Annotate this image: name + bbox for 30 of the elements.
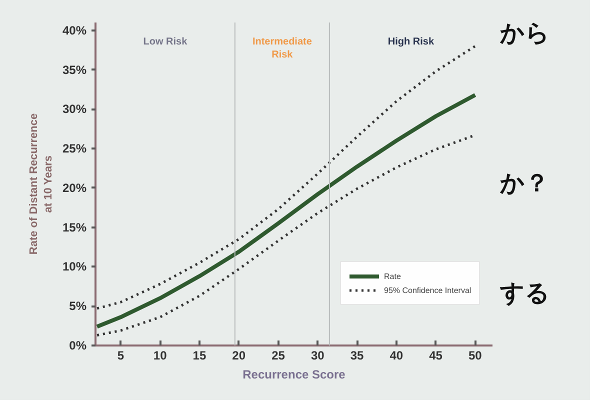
legend-label: Rate	[384, 270, 402, 282]
x-tick-label: 15	[192, 348, 206, 362]
y-tick-label: 10%	[62, 260, 87, 274]
annotation: Intermediate Risk	[252, 36, 312, 61]
annotation: High Risk	[388, 36, 434, 48]
legend-label: 95% Confidence Interval	[384, 284, 472, 296]
y-tick-label: 35%	[62, 62, 87, 77]
line-series	[96, 92, 478, 329]
text: から	[500, 18, 550, 49]
text: する	[500, 278, 550, 309]
x-tick-label: 35	[350, 348, 364, 362]
y-tick-label: 25%	[62, 142, 87, 156]
y-tick-label: 40%	[62, 23, 87, 38]
x-tick-label: 20	[232, 348, 246, 362]
x-tick-label: 45	[429, 348, 443, 362]
y-tick-label: 5%	[69, 299, 87, 314]
x-tick-label: 50	[468, 348, 482, 362]
x-axis-title: Recurrence Score	[242, 368, 346, 382]
x-tick-label: 5	[117, 348, 124, 362]
y-tick-label: 0%	[69, 338, 87, 352]
y-tick-label: 15%	[62, 220, 87, 234]
x-tick-label: 40	[390, 348, 404, 362]
x-tick-label: 25	[272, 348, 286, 362]
x-tick-label: 10	[153, 348, 168, 362]
annotation: Low Risk	[143, 36, 188, 48]
y-tick-label: 30%	[62, 102, 87, 116]
y-axis-title: Rate of Distant Recurrence at 10 Years	[28, 113, 54, 255]
text: か？	[500, 168, 550, 199]
x-tick-label: 30	[310, 348, 325, 362]
y-tick-label: 20%	[62, 180, 87, 195]
